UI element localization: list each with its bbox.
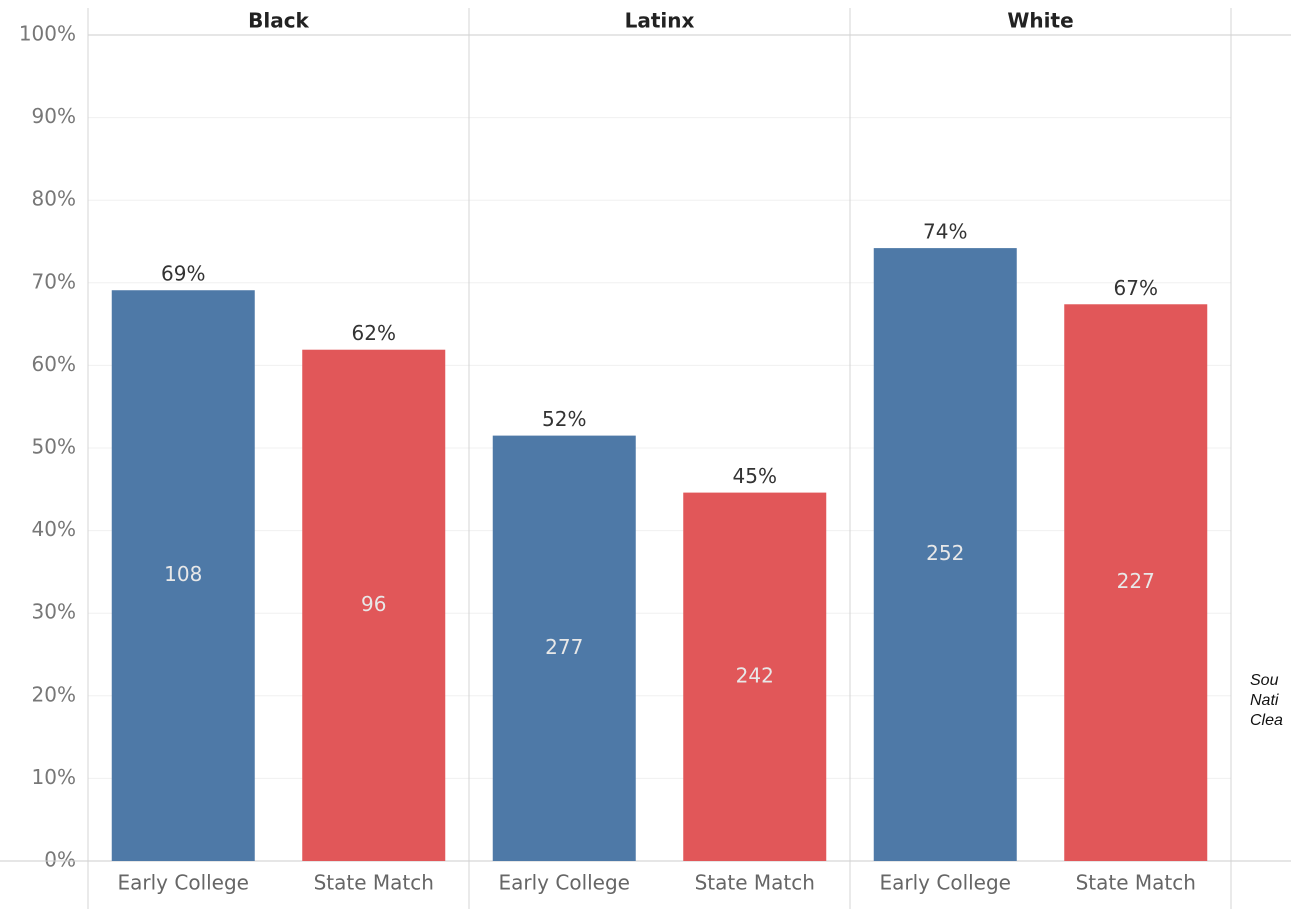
y-tick-label: 40% [32,517,76,541]
bar [302,349,446,861]
count-label: 96 [361,592,386,616]
panel-header: Latinx [625,9,695,33]
x-tick-label: Early College [118,871,249,895]
y-tick-label: 50% [32,435,76,459]
value-label: 62% [352,321,396,345]
value-label: 74% [923,220,967,244]
value-label: 45% [733,464,777,488]
x-tick-label: State Match [695,871,815,895]
value-label: 67% [1114,276,1158,300]
y-tick-label: 60% [32,352,76,376]
value-label: 52% [542,407,586,431]
y-tick-label: 80% [32,187,76,211]
y-tick-label: 10% [32,765,76,789]
source-note: Nati [1250,692,1279,709]
x-tick-label: Early College [880,871,1011,895]
panel-header: Black [248,9,309,33]
value-label: 69% [161,262,205,286]
count-label: 108 [164,562,202,586]
count-label: 242 [736,663,774,687]
y-tick-label: 30% [32,600,76,624]
bar [111,290,255,861]
count-label: 277 [545,635,583,659]
bar [683,492,827,861]
bar [1064,304,1208,861]
source-note: Sou [1250,672,1279,689]
x-tick-label: State Match [1076,871,1196,895]
source-note: Clea [1250,712,1283,729]
bar [873,248,1017,861]
y-tick-label: 0% [44,848,76,872]
count-label: 252 [926,541,964,565]
x-tick-label: Early College [499,871,630,895]
y-tick-label: 20% [32,682,76,706]
y-tick-label: 100% [19,22,76,46]
count-label: 227 [1117,569,1155,593]
y-tick-label: 70% [32,269,76,293]
y-tick-label: 90% [32,104,76,128]
bar [492,435,636,861]
x-tick-label: State Match [314,871,434,895]
panel-header: White [1007,9,1073,33]
